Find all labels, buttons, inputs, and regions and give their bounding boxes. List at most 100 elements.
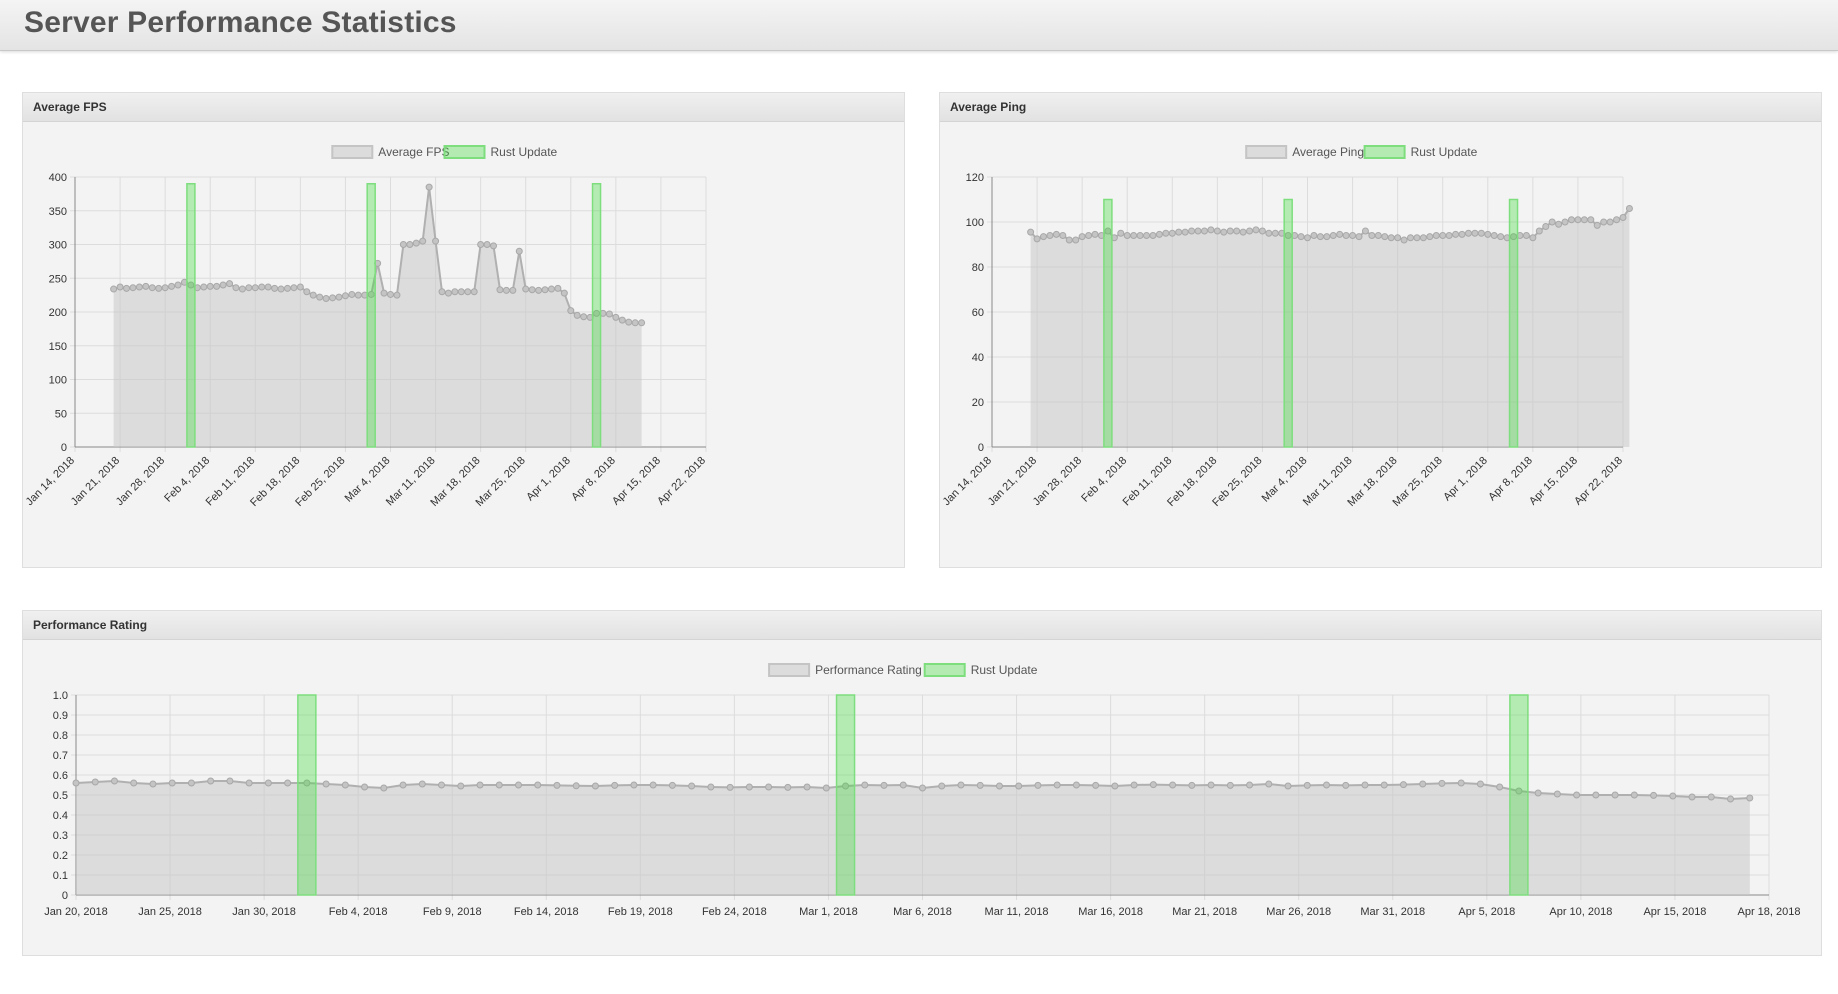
data-point	[142, 282, 150, 290]
data-point	[251, 284, 259, 292]
data-point	[1323, 233, 1331, 241]
data-point	[72, 779, 80, 787]
update-bar	[186, 183, 196, 448]
data-point	[1052, 230, 1060, 238]
data-point	[1188, 781, 1196, 789]
y-tick-label: 0	[978, 442, 984, 454]
data-point	[457, 288, 465, 296]
y-tick-label: 300	[49, 240, 67, 252]
data-point	[226, 280, 234, 288]
update-bar	[297, 694, 317, 896]
x-tick-label: Apr 5, 2018	[1458, 906, 1515, 918]
data-point	[1304, 234, 1311, 242]
data-point	[1355, 233, 1363, 241]
data-point	[1515, 787, 1523, 795]
data-point	[1226, 227, 1234, 235]
data-point	[1342, 781, 1350, 789]
x-tick-label: Mar 11, 2018	[985, 906, 1049, 918]
data-point	[1130, 232, 1138, 239]
data-point	[1611, 791, 1619, 799]
y-tick-label: 120	[966, 172, 984, 184]
data-point	[1419, 234, 1427, 242]
data-point	[1065, 236, 1073, 244]
data-point	[470, 288, 478, 296]
data-point	[200, 283, 208, 291]
x-tick-label: Feb 9, 2018	[423, 906, 482, 918]
data-point	[110, 777, 118, 785]
data-point	[1336, 230, 1344, 238]
series-area	[113, 187, 642, 447]
data-point	[1136, 232, 1144, 239]
data-point	[1535, 227, 1543, 235]
data-point	[1040, 233, 1048, 241]
data-point	[1149, 232, 1157, 239]
data-point	[1349, 232, 1357, 239]
data-point	[1457, 779, 1465, 787]
data-point	[547, 285, 555, 293]
data-point	[496, 286, 504, 294]
data-point	[1271, 229, 1279, 237]
data-point	[1027, 228, 1035, 236]
data-point	[406, 241, 414, 248]
y-tick-label: 0.4	[53, 810, 68, 822]
data-point	[187, 281, 195, 289]
x-tick-label: Mar 31, 2018	[1360, 906, 1425, 918]
data-point	[1226, 781, 1234, 789]
y-tick-label: 100	[966, 217, 984, 229]
data-point	[444, 289, 452, 297]
data-point	[1310, 232, 1318, 239]
data-point	[283, 284, 291, 292]
x-tick-label: Feb 4, 2018	[162, 455, 212, 505]
data-point	[341, 781, 349, 789]
data-point	[803, 783, 811, 791]
data-point	[1510, 233, 1518, 241]
y-tick-label: 0	[61, 442, 67, 454]
data-point	[612, 313, 620, 321]
data-point	[1104, 227, 1112, 235]
legend-label: Performance Rating	[815, 663, 922, 677]
page-title: Server Performance Statistics	[24, 6, 457, 39]
data-point	[1361, 781, 1369, 789]
data-point	[303, 288, 311, 296]
data-point	[322, 780, 330, 788]
data-point	[1497, 233, 1505, 241]
data-point	[91, 778, 99, 786]
data-point	[765, 783, 773, 791]
data-point	[1155, 230, 1163, 238]
data-point	[1445, 232, 1453, 239]
legend-label: Rust Update	[971, 663, 1038, 677]
data-point	[1213, 227, 1221, 235]
data-point	[995, 782, 1003, 790]
y-tick-label: 400	[49, 172, 67, 184]
x-tick-label: Apr 10, 2018	[1549, 906, 1612, 918]
data-point	[476, 781, 484, 789]
data-point	[309, 291, 317, 299]
data-point	[1194, 227, 1202, 235]
data-point	[611, 781, 619, 789]
data-point	[1381, 233, 1389, 241]
data-point	[1059, 232, 1067, 239]
data-point	[457, 782, 465, 790]
y-tick-label: 200	[49, 307, 67, 319]
data-point	[1592, 791, 1600, 799]
data-point	[1529, 234, 1537, 242]
data-point	[232, 284, 240, 292]
data-point	[1650, 791, 1658, 799]
y-tick-label: 20	[972, 397, 984, 409]
data-point	[348, 290, 356, 298]
data-point	[1573, 791, 1581, 799]
data-point	[354, 291, 362, 299]
data-point	[1329, 232, 1337, 239]
data-point	[1542, 223, 1550, 230]
data-point	[553, 781, 561, 789]
data-point	[649, 781, 657, 789]
data-point	[957, 781, 965, 789]
data-point	[399, 781, 407, 789]
data-point	[1303, 781, 1311, 789]
y-tick-label: 350	[49, 206, 67, 218]
data-point	[1123, 232, 1131, 239]
data-point	[534, 781, 542, 789]
data-point	[1246, 781, 1254, 789]
data-point	[155, 284, 163, 292]
